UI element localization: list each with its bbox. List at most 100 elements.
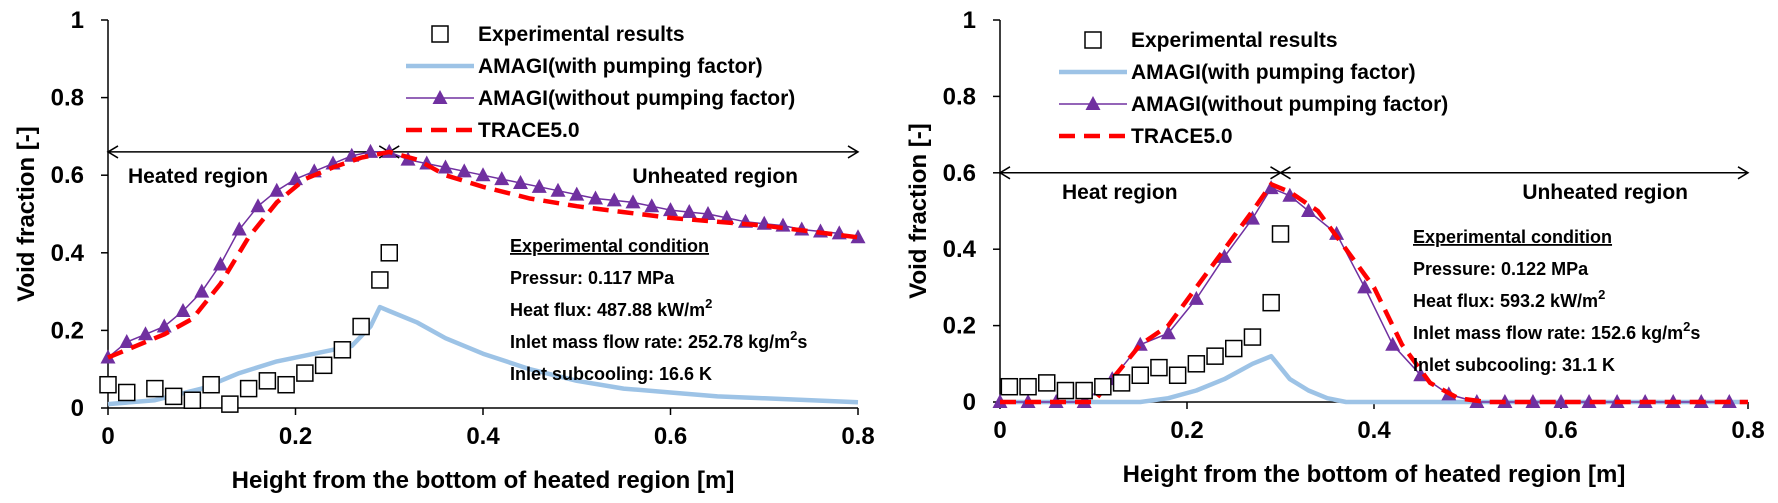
square-marker (1271, 225, 1290, 243)
unheated-region-arrow-head-left (1279, 166, 1291, 180)
square-marker (1187, 355, 1206, 373)
square-marker (1243, 328, 1262, 346)
triangle-marker (1525, 394, 1541, 408)
triangle-marker (494, 171, 510, 186)
condition-line: Inlet mass flow rate: 152.6 kg/m2s (1413, 319, 1700, 343)
square-marker (202, 375, 220, 394)
condition-text: Heat flux: 487.88 kW/m (510, 300, 705, 320)
square-marker (1206, 347, 1224, 365)
y-tick-label: 0.2 (943, 313, 976, 340)
square-marker (118, 383, 136, 402)
heated-region-label: Heated region (128, 165, 268, 188)
chart-panel-1: 0 0.2 0.4 0.6 0.8 1 0 0.2 0.4 0.6 0.8 Height from t… (13, 7, 875, 494)
triangle-marker (1581, 394, 1597, 408)
unheated-region-label: Unheated region (1522, 181, 1688, 204)
condition-text: Heat flux: 593.2 kW/m (1413, 291, 1598, 311)
superscript: 2 (705, 296, 712, 311)
heated-region-arrow-head-left (998, 166, 1011, 180)
square-marker (146, 379, 164, 398)
triangle-marker (1282, 187, 1298, 202)
y-tick-label: 0.4 (51, 240, 85, 267)
y-axis-label: Void fraction [-] (905, 123, 932, 299)
series-trace5 (107, 149, 859, 360)
legend-triangle-icon (1085, 96, 1101, 110)
triangle-marker (250, 198, 266, 213)
square-marker (164, 387, 183, 406)
square-marker (1262, 293, 1280, 312)
x-tick-label: 0.8 (841, 423, 874, 450)
triangle-marker (1301, 203, 1317, 217)
legend-label: Experimental results (1131, 29, 1338, 52)
triangle-marker (213, 256, 228, 271)
square-marker (258, 372, 277, 390)
y-tick-label: 1 (71, 7, 84, 34)
condition-line: Inlet mass flow rate: 252.78 kg/m2s (510, 328, 807, 352)
superscript: 2 (1598, 287, 1605, 302)
triangle-marker (231, 221, 247, 236)
square-marker (221, 395, 239, 413)
square-marker (352, 317, 370, 336)
square-marker (1131, 366, 1149, 385)
series-trace5 (1000, 181, 1748, 405)
square-marker (183, 391, 202, 409)
legend: Experimental results AMAGI(with pumping f… (406, 23, 795, 142)
legend-square-icon (431, 25, 449, 43)
triangle-marker (531, 178, 547, 193)
triangle-marker (1263, 180, 1279, 195)
condition-line: Inlet subcooling: 31.1 K (1413, 355, 1615, 375)
condition-text: Inlet mass flow rate: 252.78 kg/m (510, 332, 790, 352)
condition-text: Inlet mass flow rate: 152.6 kg/m (1413, 323, 1683, 343)
y-tick-label: 0.6 (51, 162, 84, 189)
triangle-marker (1244, 210, 1260, 225)
triangle-marker (1385, 336, 1401, 351)
chart-panel-2: 0 0.2 0.4 0.6 0.8 1 0 0.2 0.4 0.6 0.8 Height from t… (905, 7, 1765, 488)
triangle-marker (588, 190, 603, 205)
triangle-marker (606, 192, 622, 207)
square-marker (1112, 374, 1131, 392)
x-tick-label: 0.8 (1731, 417, 1764, 444)
unheated-region-label: Unheated region (632, 165, 798, 188)
condition-title: Experimental condition (510, 236, 709, 256)
heated-region-arrow-head-left (106, 145, 119, 159)
triangle-marker (269, 182, 285, 197)
x-axis-label: Height from the bottom of heated region … (1123, 461, 1626, 488)
square-marker (333, 341, 352, 359)
y-tick-label: 0 (963, 389, 976, 416)
condition-line: Pressure: 0.122 MPa (1413, 259, 1589, 279)
square-marker (380, 244, 398, 262)
triangle-marker (119, 334, 135, 349)
series-experimental (99, 244, 398, 413)
heated-region-label: Heat region (1062, 181, 1178, 204)
square-marker (1056, 381, 1075, 400)
x-tick-label: 0.2 (279, 423, 312, 450)
legend-label: AMAGI(without pumping factor) (478, 87, 795, 110)
legend-label: AMAGI(with pumping factor) (478, 55, 763, 78)
square-marker (1225, 339, 1243, 358)
superscript: 2 (790, 328, 797, 343)
square-marker (1168, 366, 1187, 385)
series-without-pumping-factor (992, 180, 1737, 408)
triangle-marker (850, 229, 866, 244)
legend-label: TRACE5.0 (1131, 125, 1233, 148)
legend-triangle-icon (432, 90, 448, 104)
trace5-dashed-line (1000, 181, 1748, 405)
x-tick-label: 0.6 (654, 423, 687, 450)
y-tick-label: 0.4 (943, 236, 977, 263)
triangle-marker (663, 202, 678, 217)
condition-title: Experimental condition (1413, 227, 1612, 247)
triangle-marker (550, 182, 566, 197)
y-tick-label: 0.8 (51, 85, 84, 112)
legend-label: AMAGI(without pumping factor) (1131, 93, 1448, 116)
x-tick-label: 0.2 (1170, 417, 1203, 444)
triangle-marker (175, 303, 191, 317)
triangle-marker (138, 326, 153, 341)
y-tick-label: 0.8 (943, 83, 976, 110)
triangle-marker (438, 159, 453, 174)
condition-line: Pressur: 0.117 MPa (510, 268, 675, 288)
y-tick-label: 0.2 (51, 317, 84, 344)
square-marker (296, 364, 314, 382)
square-marker (371, 271, 389, 289)
with-pumping-line (107, 304, 859, 407)
x-tick-label: 0.4 (466, 423, 500, 450)
